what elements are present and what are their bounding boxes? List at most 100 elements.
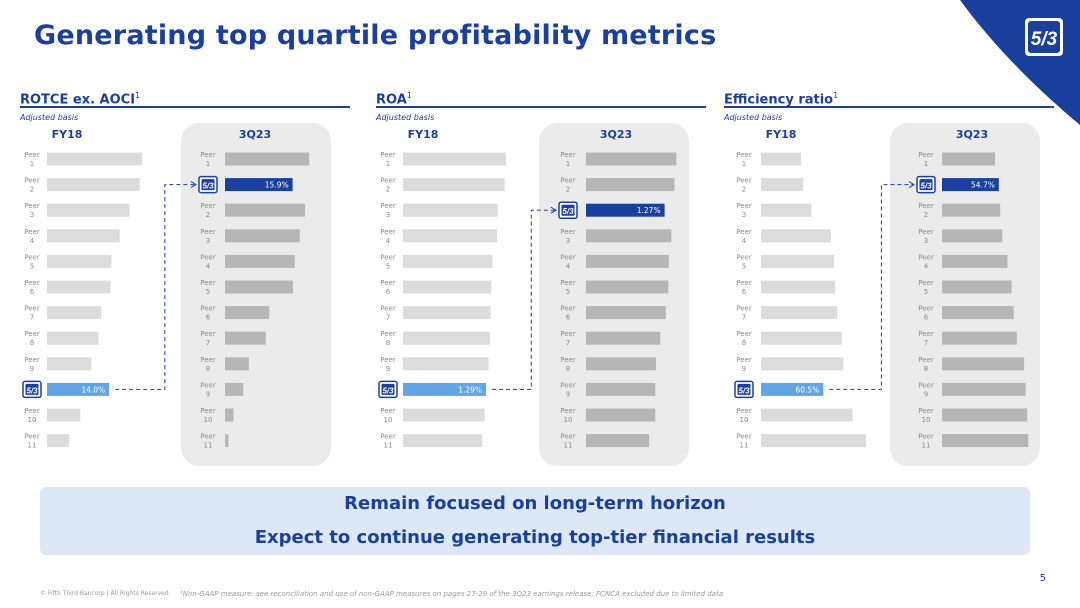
row-label-number: 10 bbox=[922, 416, 931, 424]
footnote: ¹Non-GAAP measure: see reconciliation an… bbox=[180, 590, 723, 598]
bar-peer bbox=[47, 357, 92, 371]
bar-peer bbox=[403, 254, 493, 268]
row-label-number: 10 bbox=[740, 416, 749, 424]
callout-box: Remain focused on long-term horizon Expe… bbox=[40, 487, 1030, 555]
bar-fifth-third bbox=[225, 178, 293, 192]
svg-text:5/3: 5/3 bbox=[920, 182, 932, 191]
row-label: Peer bbox=[24, 407, 40, 415]
row-label: Peer bbox=[918, 305, 934, 313]
row-label-number: 9 bbox=[924, 390, 928, 398]
row-label-number: 1 bbox=[206, 160, 210, 168]
bar-peer bbox=[403, 203, 498, 217]
group-header: FY18 bbox=[52, 128, 83, 141]
bar-fifth-third bbox=[586, 203, 665, 217]
bar-peer bbox=[403, 306, 491, 320]
row-label: Peer bbox=[736, 407, 752, 415]
row-label: Peer bbox=[24, 356, 40, 364]
row-label: Peer bbox=[380, 253, 396, 261]
connector-arrow bbox=[190, 181, 197, 189]
fifth-third-marker-icon: 5/3 bbox=[916, 175, 936, 194]
row-label: Peer bbox=[560, 330, 576, 338]
row-label: Peer bbox=[380, 279, 396, 287]
row-label-number: 6 bbox=[206, 314, 211, 322]
row-label: Peer bbox=[736, 177, 752, 185]
row-label-number: 4 bbox=[566, 262, 571, 270]
row-label-number: 1 bbox=[742, 160, 746, 168]
bar-peer bbox=[225, 229, 300, 243]
bar-peer bbox=[761, 152, 802, 166]
bar-peer bbox=[942, 331, 1017, 345]
fifth-third-marker-icon: 5/3 bbox=[734, 380, 754, 399]
bar-peer bbox=[761, 178, 804, 192]
row-label: Peer bbox=[24, 151, 40, 159]
row-label-number: 3 bbox=[206, 237, 210, 245]
row-label-number: 9 bbox=[206, 390, 210, 398]
row-label: Peer bbox=[560, 356, 576, 364]
row-label: Peer bbox=[24, 228, 40, 236]
panel-header: ROTCE ex. AOCI1 bbox=[20, 88, 350, 108]
row-label: Peer bbox=[380, 202, 396, 210]
row-label-number: 1 bbox=[924, 160, 928, 168]
bar-peer bbox=[761, 357, 844, 371]
row-label-number: 3 bbox=[566, 237, 570, 245]
row-label: Peer bbox=[736, 279, 752, 287]
row-label-number: 7 bbox=[924, 339, 928, 347]
row-label-number: 1 bbox=[566, 160, 570, 168]
fifth-third-marker-icon: 5/3 bbox=[22, 380, 42, 399]
row-label-number: 2 bbox=[206, 211, 210, 219]
svg-text:5/3: 5/3 bbox=[382, 386, 394, 395]
bar-peer bbox=[761, 254, 835, 268]
row-label-number: 8 bbox=[742, 339, 746, 347]
row-label: Peer bbox=[918, 433, 934, 441]
fifth-third-marker-icon: 5/3 bbox=[378, 380, 398, 399]
row-label: Peer bbox=[918, 356, 934, 364]
panel-rotce: ROTCE ex. AOCI1 Adjusted basis FY18 Peer 1… bbox=[20, 88, 350, 468]
bar-value-label: 1.29% bbox=[458, 385, 482, 394]
row-label: Peer bbox=[380, 151, 396, 159]
row-label: Peer bbox=[560, 407, 576, 415]
bar-peer bbox=[47, 408, 81, 422]
row-label-number: 5 bbox=[924, 288, 928, 296]
bar-peer bbox=[225, 434, 229, 448]
row-label-number: 9 bbox=[742, 365, 746, 373]
fifth-third-marker-icon: 5/3 bbox=[198, 175, 218, 194]
bar-peer bbox=[225, 203, 305, 217]
bar-peer bbox=[47, 229, 120, 243]
bar-peer bbox=[942, 203, 1001, 217]
row-label: Peer bbox=[200, 356, 216, 364]
bar-peer bbox=[586, 382, 656, 396]
connector-arrow bbox=[908, 181, 915, 189]
svg-text:5/3: 5/3 bbox=[26, 386, 38, 395]
row-label: Peer bbox=[560, 151, 576, 159]
row-label-number: 6 bbox=[924, 314, 929, 322]
row-label-number: 5 bbox=[206, 288, 210, 296]
row-label-number: 7 bbox=[566, 339, 570, 347]
row-label: Peer bbox=[200, 330, 216, 338]
bar-peer bbox=[403, 280, 492, 294]
row-label: Peer bbox=[736, 356, 752, 364]
bar-peer bbox=[586, 254, 669, 268]
row-label: Peer bbox=[918, 279, 934, 287]
bar-peer bbox=[403, 331, 490, 345]
bar-peer bbox=[586, 229, 672, 243]
row-label: Peer bbox=[918, 381, 934, 389]
row-label-number: 5 bbox=[566, 288, 570, 296]
fifth-third-marker-icon: 5/3 bbox=[558, 201, 578, 219]
row-label-number: 10 bbox=[204, 416, 213, 424]
bar-peer bbox=[225, 152, 310, 166]
bar-peer bbox=[761, 203, 812, 217]
panel-title: Efficiency ratio1 bbox=[724, 91, 839, 108]
row-label: Peer bbox=[918, 253, 934, 261]
bar-peer bbox=[225, 254, 295, 268]
bar-value-label: 15.9% bbox=[265, 181, 289, 190]
row-label: Peer bbox=[24, 202, 40, 210]
bar-value-label: 14.0% bbox=[81, 385, 105, 394]
row-label-number: 10 bbox=[564, 416, 573, 424]
q3-panel-bg bbox=[890, 123, 1040, 466]
row-label-number: 2 bbox=[386, 186, 390, 194]
row-label-number: 6 bbox=[30, 288, 35, 296]
row-label-number: 8 bbox=[566, 365, 570, 373]
row-label-number: 7 bbox=[206, 339, 210, 347]
bar-peer bbox=[942, 408, 1028, 422]
group-header: 3Q23 bbox=[956, 128, 988, 141]
